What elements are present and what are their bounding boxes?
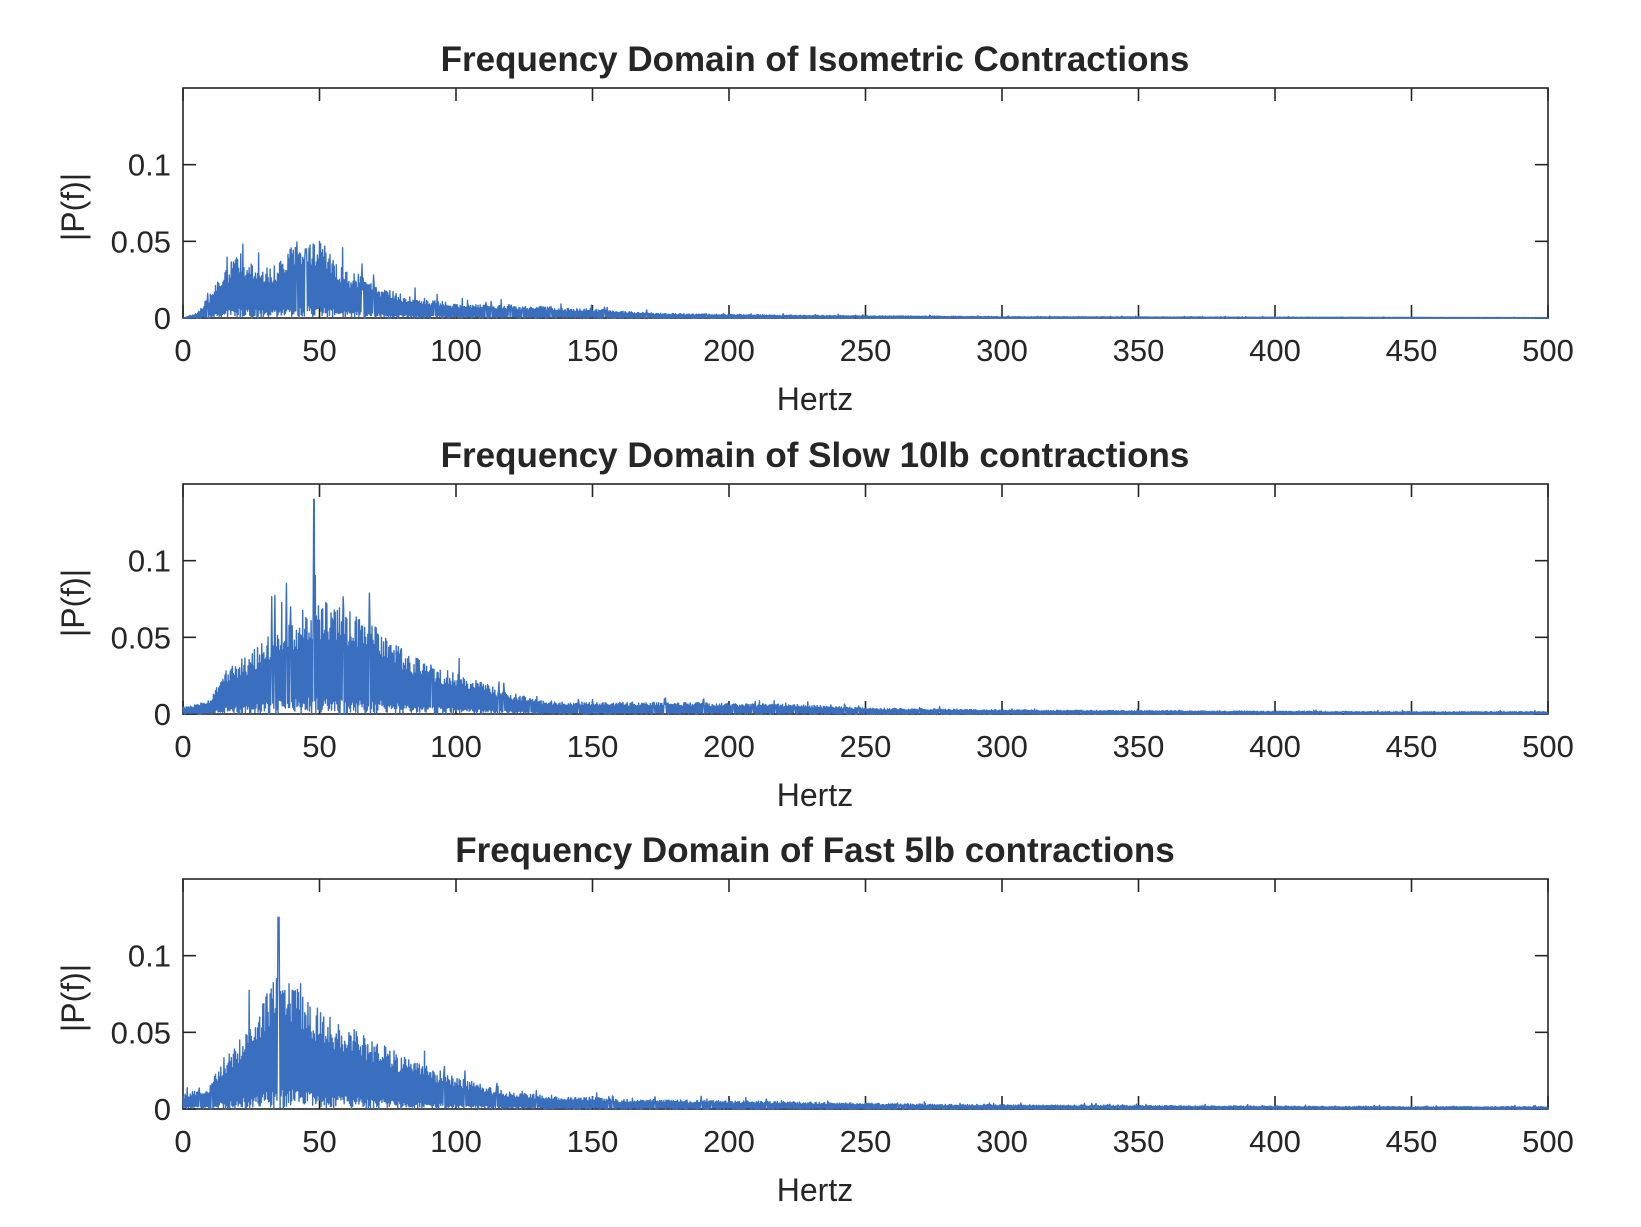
x-tick-label: 250 <box>840 333 892 368</box>
x-tick-label: 450 <box>1386 1124 1438 1159</box>
x-tick-label: 350 <box>1113 333 1165 368</box>
y-axis-label: |P(f)| <box>55 569 91 637</box>
y-tick-label: 0.05 <box>111 1015 171 1050</box>
x-tick-label: 100 <box>430 333 482 368</box>
chart-title: Frequency Domain of Fast 5lb contraction… <box>455 831 1175 870</box>
x-tick-label: 250 <box>840 1124 892 1159</box>
y-tick-label: 0.05 <box>111 224 171 259</box>
x-tick-label: 400 <box>1249 333 1301 368</box>
x-tick-label: 0 <box>174 729 191 764</box>
x-axis-label: Hertz <box>777 1172 853 1208</box>
plot-area: 0 50 100 150 200 250 300 350 400 450 500 0 0.05 0.1 <box>111 483 1574 764</box>
y-tick-label: 0.05 <box>111 620 171 655</box>
x-tick-label: 500 <box>1522 1124 1574 1159</box>
y-tick-label: 0 <box>154 1092 171 1127</box>
x-tick-label: 250 <box>840 729 892 764</box>
plot-area: 0 50 100 150 200 250 300 350 400 450 500 0 0.05 0.1 <box>111 878 1574 1159</box>
x-axis-label: Hertz <box>777 777 853 813</box>
chart-title: Frequency Domain of Slow 10lb contractio… <box>441 436 1190 475</box>
x-tick-label: 100 <box>430 729 482 764</box>
x-tick-label: 0 <box>174 333 191 368</box>
y-tick-label: 0.1 <box>128 544 171 579</box>
x-tick-label: 350 <box>1113 1124 1165 1159</box>
spectrum-line <box>182 916 1549 1110</box>
x-axis-label: Hertz <box>777 381 853 417</box>
y-tick-label: 0.1 <box>128 939 171 974</box>
x-tick-label: 150 <box>567 729 619 764</box>
x-tick-label: 200 <box>703 729 755 764</box>
plot-area: 0 50 100 150 200 250 300 350 400 450 500 0 0.05 0.1 <box>111 87 1574 368</box>
spectrum-line <box>182 240 1549 319</box>
x-tick-label: 200 <box>703 1124 755 1159</box>
x-tick-label: 450 <box>1386 333 1438 368</box>
x-tick-label: 50 <box>302 1124 336 1159</box>
x-tick-label: 350 <box>1113 729 1165 764</box>
x-tick-label: 50 <box>302 729 336 764</box>
panel-slow-10lb: Frequency Domain of Slow 10lb contractio… <box>55 436 1574 813</box>
x-tick-label: 400 <box>1249 1124 1301 1159</box>
x-tick-label: 500 <box>1522 333 1574 368</box>
x-tick-label: 450 <box>1386 729 1438 764</box>
x-tick-label: 500 <box>1522 729 1574 764</box>
panel-fast-5lb: Frequency Domain of Fast 5lb contraction… <box>55 831 1574 1208</box>
x-tick-label: 50 <box>302 333 336 368</box>
x-tick-label: 300 <box>976 1124 1028 1159</box>
x-tick-label: 0 <box>174 1124 191 1159</box>
panel-isometric: Frequency Domain of Isometric Contractio… <box>55 40 1574 417</box>
x-tick-label: 150 <box>567 1124 619 1159</box>
y-axis-label: |P(f)| <box>55 173 91 241</box>
chart-title: Frequency Domain of Isometric Contractio… <box>441 40 1190 79</box>
x-tick-label: 200 <box>703 333 755 368</box>
y-tick-label: 0 <box>154 301 171 336</box>
x-tick-label: 400 <box>1249 729 1301 764</box>
y-tick-label: 0.1 <box>128 148 171 183</box>
y-axis-label: |P(f)| <box>55 964 91 1032</box>
x-tick-label: 100 <box>430 1124 482 1159</box>
y-tick-label: 0 <box>154 697 171 732</box>
x-tick-label: 300 <box>976 333 1028 368</box>
x-tick-label: 150 <box>567 333 619 368</box>
x-tick-label: 300 <box>976 729 1028 764</box>
spectrum-line <box>182 498 1549 715</box>
